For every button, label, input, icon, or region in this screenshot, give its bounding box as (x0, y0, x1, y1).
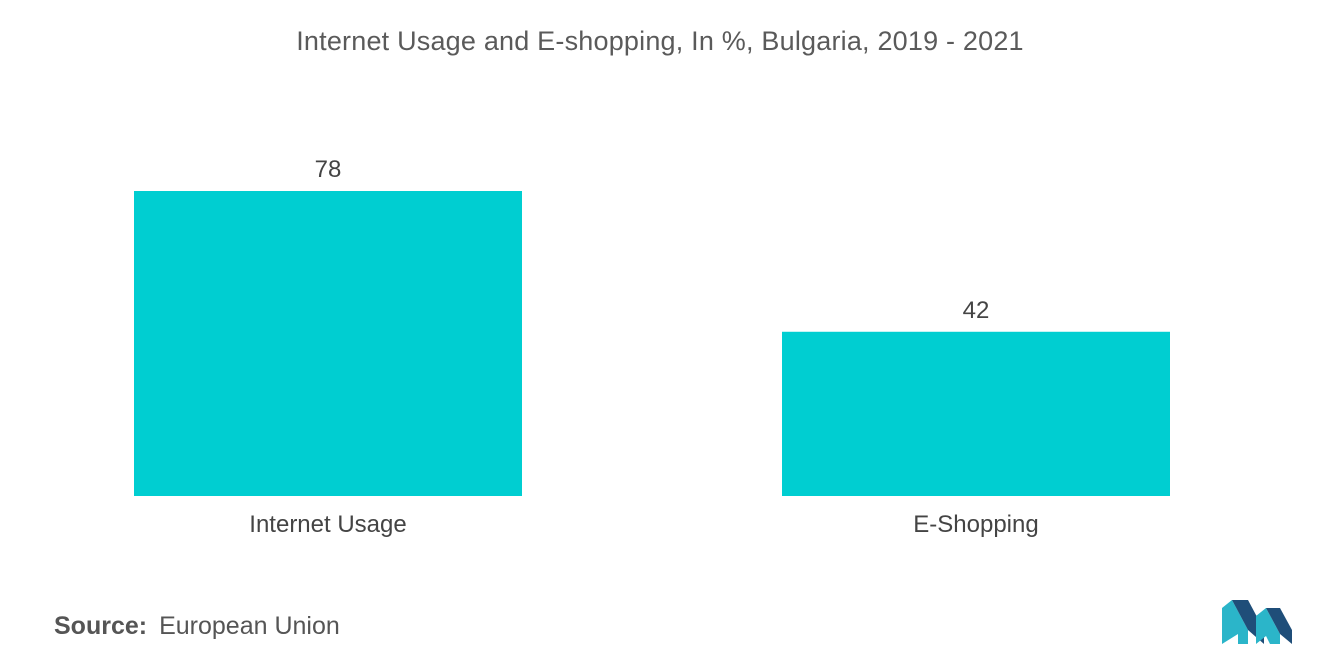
source-value: European Union (159, 612, 340, 640)
bars-group: 78 Internet Usage 42 E-Shopping (134, 156, 1170, 538)
category-label: E-Shopping (913, 511, 1038, 538)
data-label: 42 (963, 297, 990, 324)
chart-title: Internet Usage and E-shopping, In %, Bul… (296, 26, 1024, 56)
data-label: 78 (315, 156, 342, 183)
source-label: Source: (54, 612, 148, 640)
brand-logo-icon (1222, 600, 1292, 644)
bar-e-shopping (782, 331, 1170, 496)
source-note: Source: European Union (54, 612, 340, 641)
category-label: Internet Usage (249, 511, 406, 538)
bar-internet-usage (134, 191, 522, 496)
